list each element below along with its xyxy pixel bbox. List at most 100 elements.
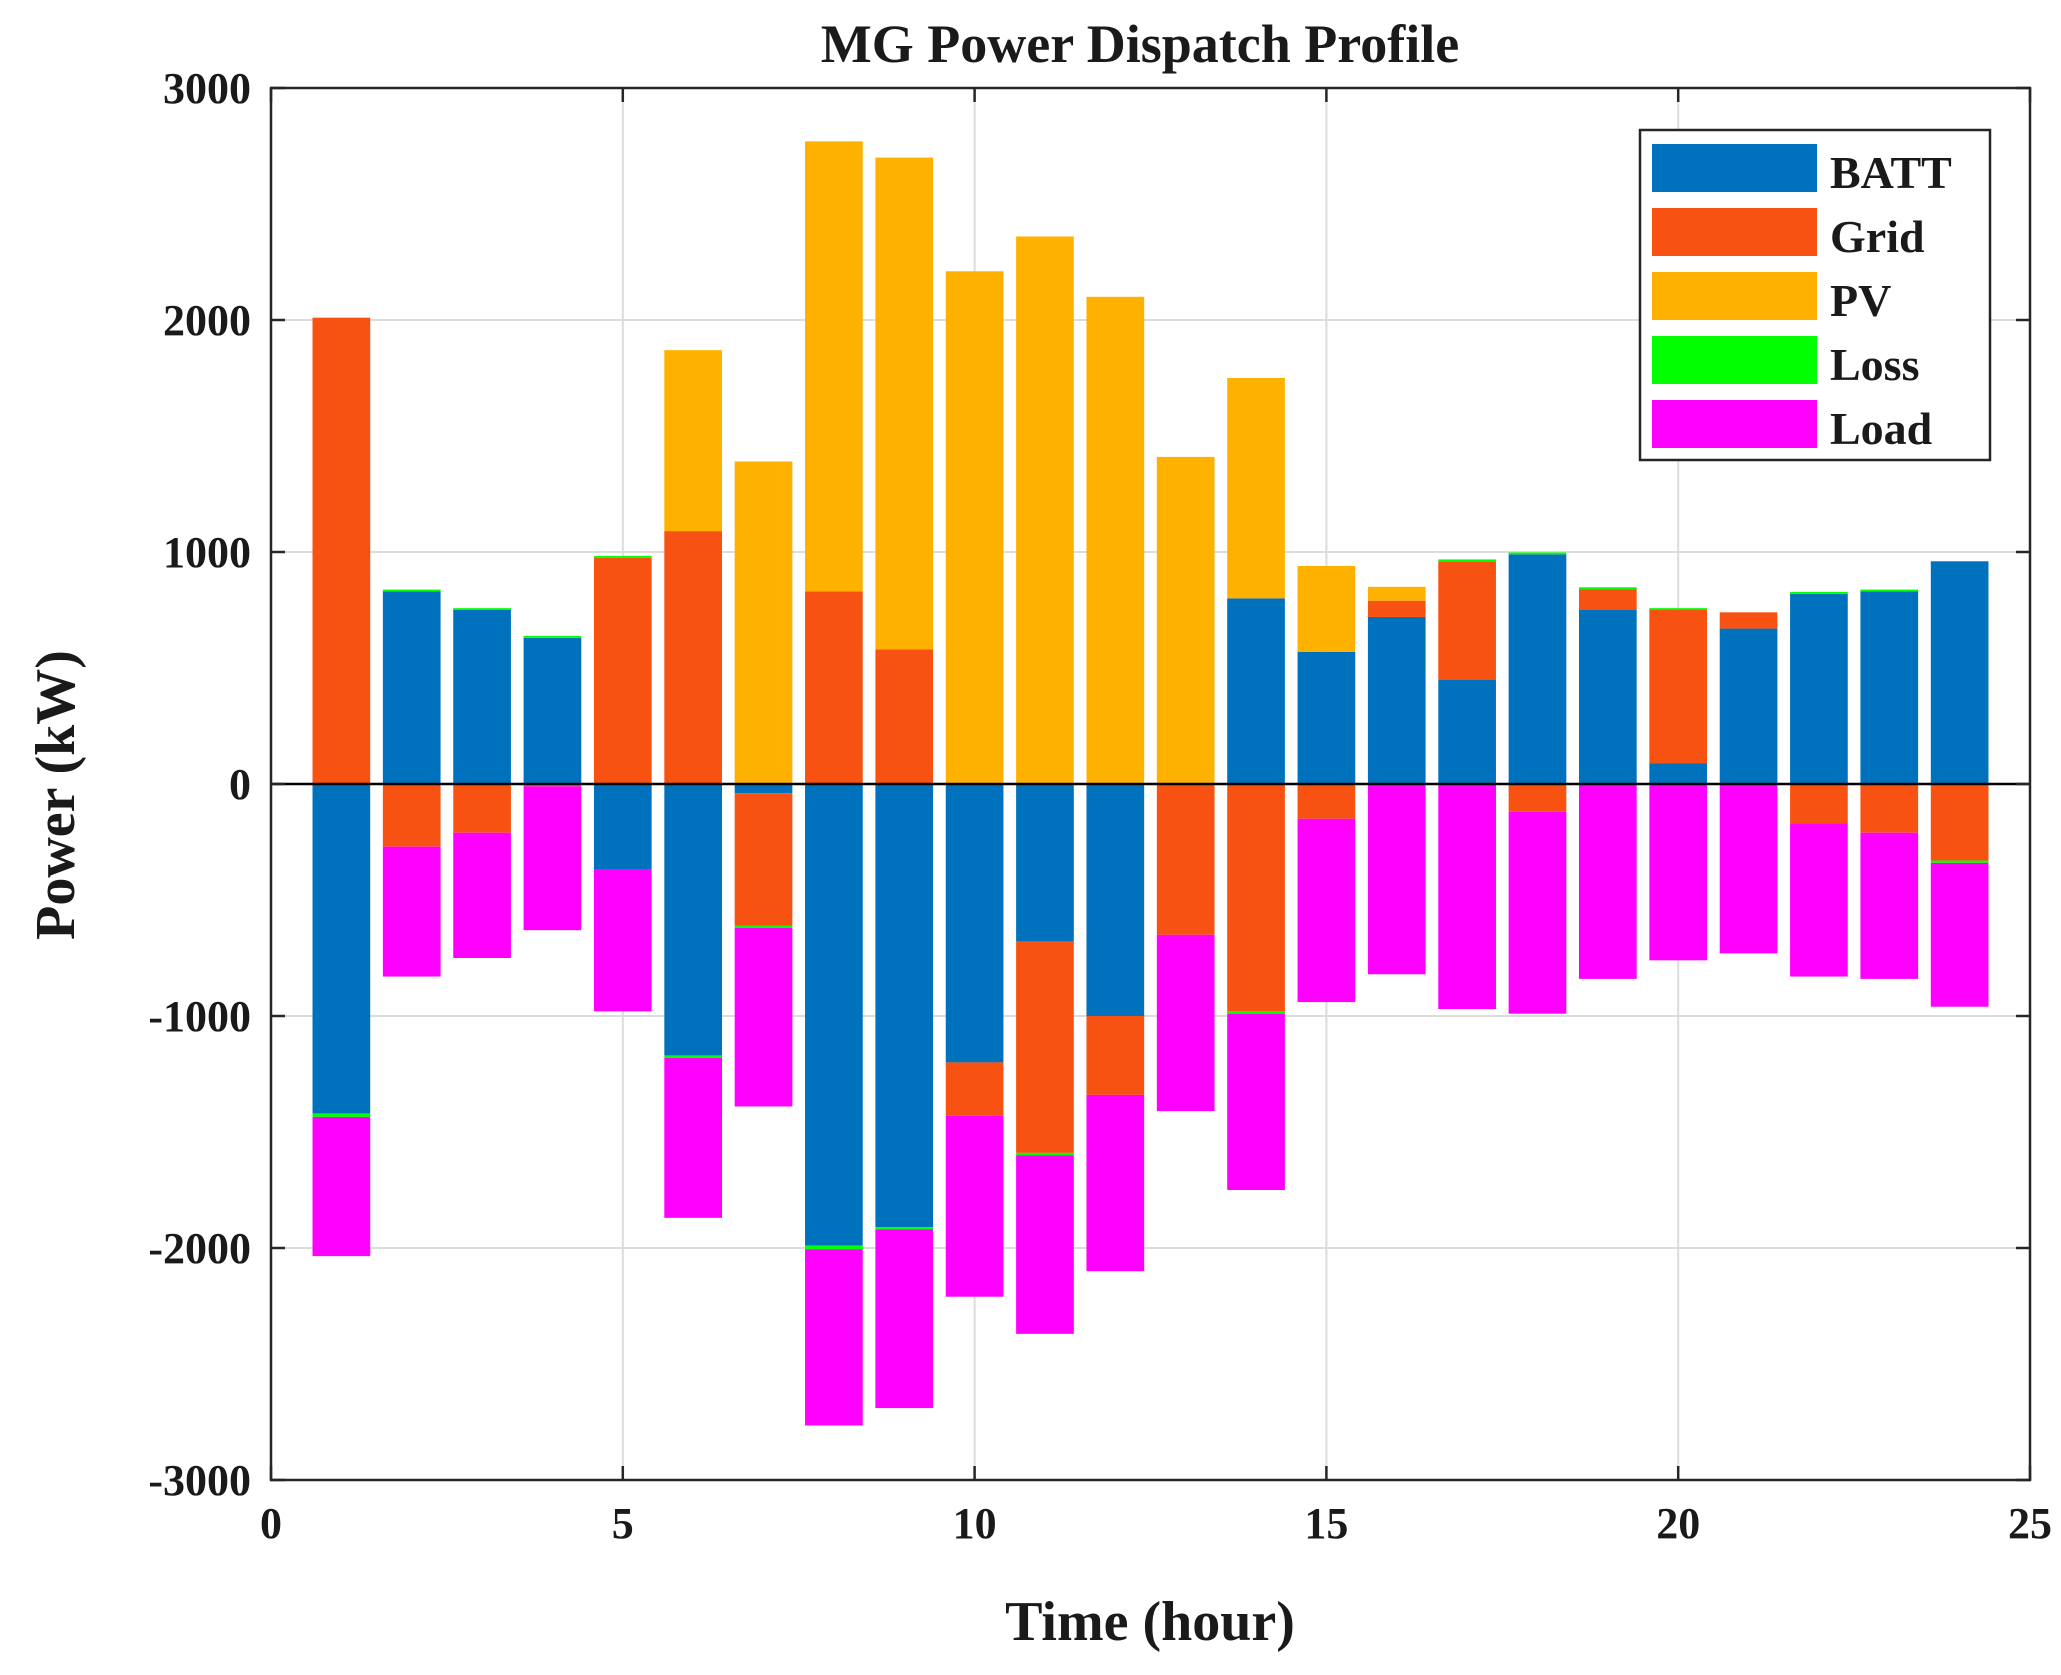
bar-load-hour-12: [1086, 1094, 1145, 1272]
bar-grid-hour-24: [1930, 784, 1989, 861]
bar-batt-hour-20: [1649, 763, 1708, 784]
bar-loss-hour-22: [1790, 591, 1848, 594]
bar-pv-hour-6: [664, 350, 723, 532]
bar-batt-hour-5: [593, 784, 652, 870]
legend-label-load: Load: [1830, 403, 1933, 454]
bar-batt-hour-8: [805, 784, 863, 1246]
bar-pv-hour-10: [945, 271, 1004, 784]
y-tick-label-0: 0: [229, 760, 251, 809]
bar-load-hour-18: [1508, 811, 1567, 1014]
bar-batt-hour-22: [1790, 593, 1848, 784]
bar-load-hour-9: [875, 1229, 934, 1409]
bar-load-hour-15: [1297, 818, 1356, 1003]
bar-batt-hour-17: [1438, 679, 1496, 784]
bar-pv-hour-8: [805, 141, 863, 592]
legend-label-batt: BATT: [1830, 147, 1952, 198]
bar-loss-hour-2: [382, 589, 441, 592]
bar-loss-hour-20: [1649, 608, 1708, 610]
bar-batt-hour-16: [1367, 616, 1426, 784]
bar-load-hour-19: [1578, 784, 1637, 979]
bar-batt-hour-4: [523, 637, 582, 784]
x-tick-label-10: 10: [953, 1499, 997, 1548]
bar-batt-hour-1: [312, 784, 371, 1114]
bar-grid-hour-16: [1367, 600, 1426, 617]
bar-batt-hour-2: [382, 591, 441, 784]
bar-load-hour-14: [1227, 1013, 1285, 1190]
y-tick-label--3000: -3000: [148, 1456, 251, 1505]
bar-batt-hour-24: [1930, 561, 1989, 784]
y-tick-label-3000: 3000: [163, 64, 251, 113]
bar-batt-hour-19: [1578, 610, 1637, 784]
bar-grid-hour-5: [593, 557, 652, 784]
bar-grid-hour-10: [945, 1062, 1004, 1116]
bar-loss-hour-3: [453, 608, 511, 610]
bar-grid-hour-11: [1016, 941, 1074, 1153]
bar-load-hour-7: [734, 927, 793, 1107]
bar-loss-hour-1: [312, 1113, 371, 1117]
bar-loss-hour-18: [1508, 552, 1567, 555]
bar-loss-hour-11: [1016, 1152, 1074, 1156]
bar-grid-hour-17: [1438, 561, 1496, 680]
bar-loss-hour-9: [875, 1227, 934, 1230]
axes: 0 5 10 15 20 25 -3000 -2000 -1000 0 1000 2000 3000: [148, 64, 2052, 1548]
bar-batt-hour-3: [453, 610, 511, 784]
x-tick-label-20: 20: [1656, 1499, 1700, 1548]
bar-loss-hour-17: [1438, 559, 1496, 562]
bar-grid-hour-12: [1086, 1016, 1145, 1095]
bar-grid-hour-1: [312, 317, 371, 784]
bar-stacks: [312, 141, 1989, 1426]
bar-pv-hour-9: [875, 157, 934, 650]
x-tick-label-15: 15: [1304, 1499, 1348, 1548]
bar-loss-hour-7: [734, 925, 793, 928]
bar-load-hour-10: [945, 1115, 1004, 1297]
y-axis-title: Power (kW): [25, 650, 87, 940]
bar-batt-hour-21: [1719, 628, 1778, 784]
bar-load-hour-3: [453, 832, 511, 958]
bar-grid-hour-14: [1227, 784, 1285, 1012]
bar-batt-hour-23: [1860, 591, 1919, 784]
bar-grid-hour-6: [664, 531, 723, 784]
bar-load-hour-23: [1860, 832, 1919, 979]
bar-load-hour-24: [1930, 862, 1989, 1007]
legend-swatch-load: [1652, 400, 1817, 448]
bar-loss-hour-14: [1227, 1011, 1285, 1014]
bar-grid-hour-7: [734, 793, 793, 926]
x-tick-label-25: 25: [2008, 1499, 2052, 1548]
legend-label-loss: Loss: [1830, 339, 1919, 390]
bar-pv-hour-16: [1367, 586, 1426, 601]
bar-load-hour-22: [1790, 823, 1848, 977]
bar-grid-hour-21: [1719, 612, 1778, 629]
bar-pv-hour-7: [734, 461, 793, 784]
legend-label-grid: Grid: [1830, 211, 1925, 262]
bar-batt-hour-12: [1086, 784, 1145, 1016]
bar-load-hour-20: [1649, 784, 1708, 961]
bar-grid-hour-15: [1297, 784, 1356, 819]
bar-load-hour-5: [593, 869, 652, 1012]
bar-batt-hour-15: [1297, 651, 1356, 784]
bar-grid-hour-23: [1860, 784, 1919, 833]
x-axis-title: Time (hour): [1005, 1591, 1295, 1653]
x-tick-label-0: 0: [260, 1499, 282, 1548]
legend-swatch-grid: [1652, 208, 1817, 256]
bar-pv-hour-14: [1227, 378, 1285, 599]
legend-swatch-loss: [1652, 336, 1817, 384]
bar-grid-hour-20: [1649, 610, 1708, 764]
bar-batt-hour-6: [664, 784, 723, 1056]
bar-pv-hour-12: [1086, 296, 1145, 784]
bar-load-hour-4: [523, 786, 582, 931]
y-tick-label-1000: 1000: [163, 528, 251, 577]
bar-loss-hour-19: [1578, 587, 1637, 590]
bar-grid-hour-22: [1790, 784, 1848, 824]
bar-load-hour-8: [805, 1249, 863, 1426]
bar-loss-hour-23: [1860, 589, 1919, 592]
bar-pv-hour-15: [1297, 565, 1356, 652]
bar-loss-hour-8: [805, 1245, 863, 1250]
bar-grid-hour-2: [382, 784, 441, 847]
bar-batt-hour-7: [734, 784, 793, 794]
bar-load-hour-6: [664, 1057, 723, 1218]
bar-loss-hour-24: [1930, 860, 1989, 863]
bar-pv-hour-11: [1016, 236, 1074, 785]
y-tick-label--2000: -2000: [148, 1224, 251, 1273]
bar-pv-hour-13: [1156, 456, 1215, 784]
